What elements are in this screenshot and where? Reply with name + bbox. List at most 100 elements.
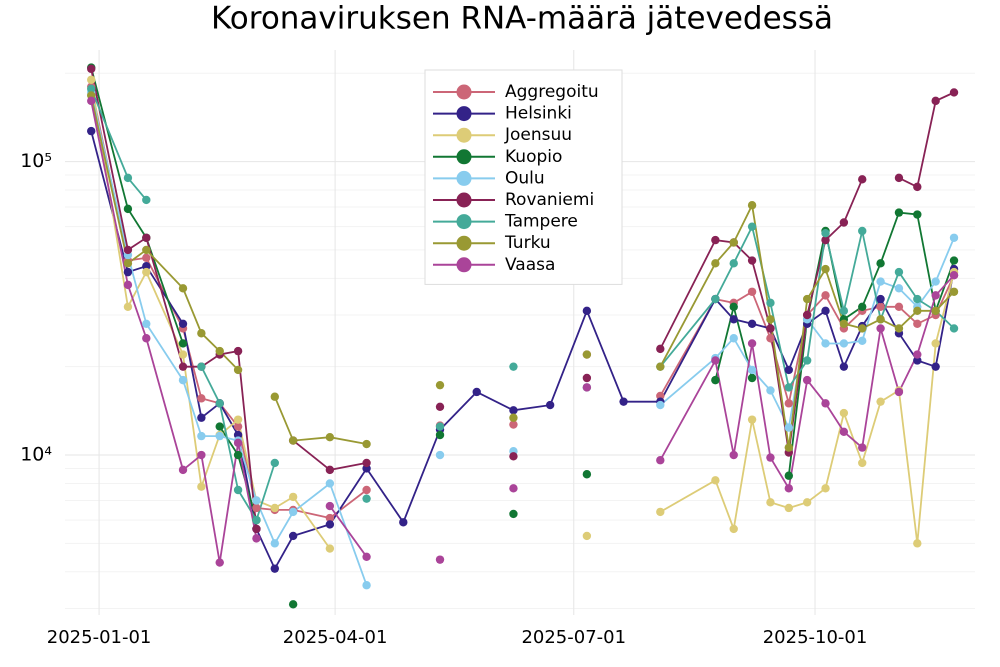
data-point [233, 450, 243, 460]
data-point [656, 362, 665, 371]
legend-marker [456, 192, 472, 208]
data-point [123, 267, 133, 277]
data-point [839, 306, 849, 316]
data-point [913, 319, 922, 329]
legend-label: Joensuu [504, 125, 572, 145]
data-point [215, 422, 224, 431]
data-point [288, 531, 298, 541]
data-point [802, 498, 812, 507]
data-point [876, 324, 885, 333]
data-point [362, 581, 371, 590]
data-point [747, 319, 757, 329]
data-point [252, 503, 261, 513]
data-point [784, 503, 794, 513]
data-point [894, 324, 904, 333]
data-point [362, 494, 371, 503]
data-point [876, 302, 885, 311]
data-point [362, 552, 371, 561]
x-tick-label: 2025-04-01 [283, 627, 388, 648]
data-point [858, 458, 867, 468]
data-point [509, 406, 518, 415]
legend-label: Aggregoitu [505, 82, 599, 102]
data-point [197, 413, 206, 422]
x-tick-label: 2025-10-01 [763, 627, 868, 648]
data-point [123, 245, 133, 255]
data-point [766, 324, 775, 333]
legend-label: Helsinki [505, 104, 572, 124]
data-point [858, 336, 867, 346]
data-point [270, 458, 279, 468]
chart-title: Koronaviruksen RNA-määrä jätevedessä [211, 1, 833, 37]
data-point [766, 334, 775, 343]
data-point [197, 362, 206, 371]
data-point [582, 531, 592, 541]
data-point [747, 256, 757, 265]
data-point [215, 399, 224, 408]
data-point [711, 259, 720, 268]
data-point [784, 383, 794, 392]
data-point [435, 430, 445, 440]
data-point [472, 387, 481, 397]
data-point [142, 267, 151, 277]
data-point [729, 238, 738, 247]
data-point [509, 452, 518, 461]
data-point [931, 277, 940, 286]
data-point [656, 507, 665, 517]
data-point [821, 306, 830, 316]
data-point [178, 362, 188, 371]
data-point [802, 375, 812, 385]
data-point [325, 520, 335, 529]
data-point [931, 306, 940, 316]
data-point [123, 302, 133, 311]
legend-label: Turku [504, 233, 551, 253]
data-point [178, 339, 188, 348]
data-point [619, 397, 628, 406]
legend: AggregoituHelsinkiJoensuuKuopioOuluRovan… [424, 69, 623, 285]
data-point [215, 558, 224, 567]
data-point [784, 423, 794, 432]
data-point [711, 356, 720, 365]
data-point [123, 259, 133, 268]
data-point [178, 375, 188, 385]
data-point [913, 294, 922, 304]
data-point [142, 334, 151, 343]
data-point [931, 291, 940, 300]
data-point [784, 365, 794, 375]
data-point [839, 339, 849, 348]
data-point [656, 456, 665, 465]
data-point [142, 245, 151, 255]
data-point [87, 75, 96, 84]
legend-label: Oulu [505, 168, 545, 188]
plot [87, 63, 959, 609]
data-point [325, 544, 335, 553]
data-point [802, 294, 812, 304]
data-point [123, 204, 133, 214]
x-tick-label: 2025-07-01 [521, 627, 626, 648]
data-point [399, 518, 408, 527]
data-point [142, 253, 151, 262]
data-point [858, 443, 867, 452]
data-point [913, 210, 922, 219]
data-point [784, 443, 794, 452]
data-point [766, 453, 775, 462]
data-point [362, 458, 371, 468]
legend-label: Kuopio [505, 147, 562, 167]
data-point [87, 126, 96, 136]
data-point [435, 422, 445, 431]
data-point [876, 397, 885, 406]
data-point [729, 259, 738, 268]
data-point [197, 450, 206, 460]
data-point [233, 422, 243, 431]
data-point [747, 339, 757, 348]
data-point [747, 415, 757, 424]
legend-marker [456, 84, 472, 100]
data-point [931, 96, 940, 106]
data-point [582, 383, 592, 392]
legend-label: Vaasa [505, 255, 555, 275]
data-point [949, 233, 959, 242]
data-point [197, 329, 206, 338]
data-point [178, 284, 188, 293]
data-point [931, 339, 940, 348]
legend-marker [456, 106, 472, 122]
